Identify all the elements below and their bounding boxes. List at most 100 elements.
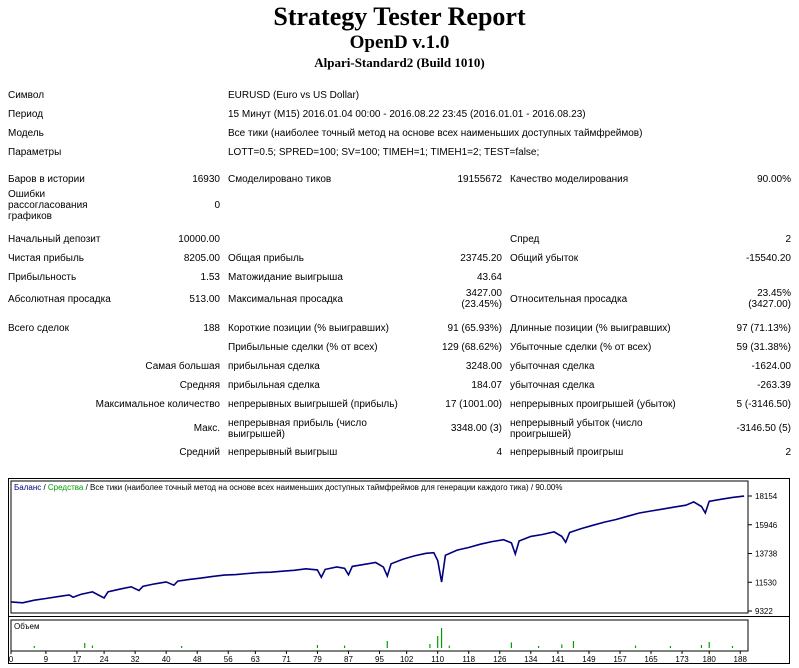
x-tick-label: 71 <box>282 655 291 664</box>
x-tick-label: 180 <box>703 655 717 664</box>
row-params: Параметры LOTT=0.5; SPRED=100; SV=100; T… <box>4 143 795 162</box>
graph-frame <box>8 478 790 664</box>
avgcons-loss-label: непрерывный проигрыш <box>510 447 624 458</box>
maxcount-loss-label: непрерывных проигрышей (убыток) <box>510 399 676 410</box>
quality-value: 90.00% <box>757 174 791 185</box>
volume-bars <box>33 628 734 648</box>
broker-build: Alpari-Standard2 (Build 1010) <box>314 55 485 70</box>
largest-win-label: прибыльная сделка <box>228 361 320 372</box>
row-average: Средняя прибыльная сделка 184.07 убыточн… <box>4 376 795 395</box>
x-tick-label: 0 <box>9 655 14 664</box>
x-tick-label: 126 <box>493 655 507 664</box>
y-tick-label: 18154 <box>755 492 778 501</box>
errors-label: Ошибки рассогласования графиков <box>8 189 88 222</box>
quality-label: Качество моделирования <box>510 174 629 185</box>
legend-model: Все тики (наиболее точный метод на основ… <box>90 483 529 492</box>
max-loss-label: непрерывный убыток (число проигрышей) <box>510 417 643 440</box>
legend-equity: Средства <box>48 483 84 492</box>
net-label: Чистая прибыль <box>8 253 84 264</box>
x-tick-label: 79 <box>313 655 322 664</box>
y-tick-label: 11530 <box>755 578 777 587</box>
row-deposit: Начальный депозит 10000.00 Спред 2 <box>4 230 795 249</box>
row-net: Чистая прибыль 8205.00 Общая прибыль 237… <box>4 249 795 268</box>
y-tick-label: 15946 <box>755 521 778 530</box>
bars-label: Баров в истории <box>8 174 85 185</box>
short-label: Короткие позиции (% выигравших) <box>228 323 389 334</box>
max-dd-percent: (23.45%) <box>461 299 502 310</box>
x-tick-label: 17 <box>72 655 81 664</box>
deposit-label: Начальный депозит <box>8 234 101 245</box>
rel-dd-amount: (3427.00) <box>748 299 791 310</box>
ticks-label: Смоделировано тиков <box>228 174 332 185</box>
legend-balance: Баланс <box>14 483 41 492</box>
total-value: 188 <box>203 323 220 334</box>
largest-win-value: 3248.00 <box>465 361 502 372</box>
max-win-label: непрерывная прибыль (число выигрышей) <box>228 417 367 440</box>
x-tick-label: 173 <box>675 655 689 664</box>
avgcons-win-value: 4 <box>496 447 502 458</box>
row-max: Макс. непрерывная прибыль (число выигрыш… <box>4 414 795 443</box>
rel-dd-value: 23.45% (3427.00) <box>686 287 795 311</box>
gross-profit-label: Общая прибыль <box>228 253 305 264</box>
rel-dd-label: Относительная просадка <box>510 293 628 305</box>
volume-label: Объем <box>14 622 40 631</box>
balance-graph: Баланс / Средства / Все тики (наиболее т… <box>8 478 790 664</box>
params-label: Параметры <box>8 147 62 158</box>
balance-line <box>10 495 745 604</box>
row-win-loss: Прибыльные сделки (% от всех) 129 (68.62… <box>4 338 795 357</box>
gross-loss-value: -15540.20 <box>745 253 791 264</box>
avgcons-win-label: непрерывный выигрыш <box>228 447 338 458</box>
row-avg-consecutive: Средний непрерывный выигрыш 4 непрерывны… <box>4 443 795 462</box>
maxcount-label: Максимальное количество <box>95 399 220 410</box>
x-tick-label: 24 <box>100 655 109 664</box>
x-tick-label: 32 <box>131 655 140 664</box>
report-title: Strategy Tester Report <box>273 2 526 31</box>
row-model: Модель Все тики (наиболее точный метод н… <box>4 124 795 143</box>
row-period: Период 15 Минут (M15) 2016.01.04 00:00 -… <box>4 105 795 124</box>
x-tick-label: 165 <box>644 655 658 664</box>
expert-name: OpenD v.1.0 <box>349 32 450 53</box>
max-dd-amount: 3427.00 <box>465 288 502 299</box>
maxcount-win-value: 17 (1001.00) <box>445 399 502 410</box>
period-label: Период <box>8 109 44 120</box>
row-total: Всего сделок 188 Короткие позиции (% выи… <box>4 319 795 338</box>
largest-loss-value: -1624.00 <box>751 361 791 372</box>
row-pf: Прибыльность 1.53 Матожидание выигрыша 4… <box>4 268 795 287</box>
abs-dd-label: Абсолютная просадка <box>8 293 111 305</box>
x-axis: 0 9 17 24 32 40 48 56 63 71 79 87 95 102 110 118 126 134 1… <box>9 651 747 664</box>
short-value: 91 (65.93%) <box>447 323 502 334</box>
y-tick-label: 9322 <box>755 607 773 616</box>
x-tick-label: 40 <box>162 655 171 664</box>
x-tick-label: 149 <box>582 655 596 664</box>
model-value: Все тики (наиболее точный метод на основ… <box>228 128 643 139</box>
long-label: Длинные позиции (% выигравших) <box>510 323 671 334</box>
legend-quality: 90.00% <box>535 483 562 492</box>
win-trades-value: 129 (68.62%) <box>441 342 502 353</box>
row-symbol: Символ EURUSD (Euro vs US Dollar) <box>4 86 795 105</box>
model-label: Модель <box>8 128 44 139</box>
row-bars: Баров в истории 16930 Смоделировано тико… <box>4 170 795 189</box>
avgcons-loss-value: 2 <box>785 447 791 458</box>
max-dd-label: Максимальная просадка <box>228 293 343 305</box>
x-tick-label: 56 <box>224 655 233 664</box>
largest-loss-label: убыточная сделка <box>510 361 595 372</box>
x-tick-label: 110 <box>431 655 444 664</box>
symbol-label: Символ <box>8 90 45 101</box>
bars-value: 16930 <box>192 174 220 185</box>
max-label: Макс. <box>193 423 220 434</box>
x-tick-label: 118 <box>462 655 475 664</box>
symbol-value: EURUSD (Euro vs US Dollar) <box>228 90 360 101</box>
gross-profit-value: 23745.20 <box>460 253 502 264</box>
avg-loss-label: убыточная сделка <box>510 380 595 391</box>
ticks-value: 19155672 <box>457 174 503 185</box>
y-tick-label: 13738 <box>755 550 778 559</box>
max-win-value: 3348.00 (3) <box>450 423 502 434</box>
avgcons-label: Средний <box>179 447 220 458</box>
avg-label: Средняя <box>179 380 220 391</box>
deposit-value: 10000.00 <box>178 234 220 245</box>
long-value: 97 (71.13%) <box>736 323 791 334</box>
row-drawdown: Абсолютная просадка 513.00 Максимальная … <box>4 287 795 311</box>
loss-trades-value: 59 (31.38%) <box>736 342 791 353</box>
maxcount-loss-value: 5 (-3146.50) <box>736 399 791 410</box>
row-largest: Самая большая прибыльная сделка 3248.00 … <box>4 357 795 376</box>
